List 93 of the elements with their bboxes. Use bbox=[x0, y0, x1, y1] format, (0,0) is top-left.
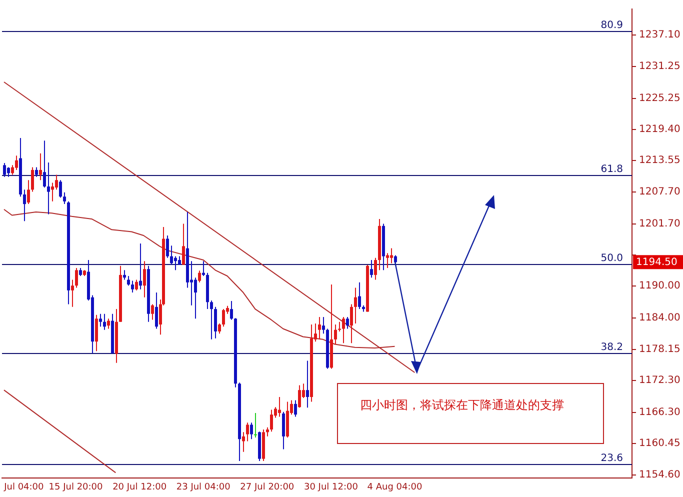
candlestick bbox=[334, 324, 337, 345]
text: 1194.50 bbox=[636, 257, 678, 268]
candlestick bbox=[35, 166, 38, 178]
x-tick-label: Jul 04:00 bbox=[3, 482, 44, 493]
candlestick bbox=[59, 180, 62, 198]
candlestick bbox=[103, 313, 106, 330]
y-tick-label: 1225.25 bbox=[639, 92, 680, 104]
candlestick bbox=[270, 409, 273, 432]
candlestick bbox=[354, 287, 357, 324]
candlestick bbox=[11, 164, 14, 176]
candlestick bbox=[194, 277, 197, 320]
candlestick bbox=[23, 189, 26, 222]
y-tick-label: 1160.45 bbox=[639, 438, 680, 450]
candlestick bbox=[51, 182, 54, 202]
candlestick bbox=[250, 422, 253, 440]
candlestick bbox=[246, 422, 249, 442]
candlestick bbox=[135, 279, 138, 291]
candlestick bbox=[282, 411, 285, 450]
candlestick bbox=[182, 223, 185, 266]
candlestick bbox=[155, 292, 158, 330]
candlestick bbox=[131, 280, 134, 294]
candlestick bbox=[174, 256, 177, 271]
candlestick bbox=[99, 313, 102, 328]
annotation: 80.9 bbox=[600, 20, 623, 32]
y-tick-label: 1184.00 bbox=[639, 312, 680, 324]
candlestick bbox=[202, 260, 205, 277]
candlestick bbox=[370, 260, 373, 278]
candlestick bbox=[31, 166, 34, 192]
candlestick bbox=[27, 180, 30, 205]
y-tick-label: 1172.30 bbox=[639, 375, 680, 386]
y-tick-label: 1178.15 bbox=[639, 344, 680, 355]
x-tick-label: 4 Aug 04:00 bbox=[367, 482, 423, 493]
candlestick bbox=[242, 432, 245, 452]
candlestick bbox=[7, 166, 10, 178]
candlestick bbox=[3, 162, 6, 178]
candlestick bbox=[298, 384, 301, 408]
x-tick-label: 30 Jul 12:00 bbox=[304, 482, 358, 493]
candlestick bbox=[127, 276, 130, 286]
candlestick bbox=[143, 260, 146, 298]
candlestick bbox=[166, 235, 169, 258]
annotation: 61.8 bbox=[600, 164, 623, 176]
y-tick-label: 1201.70 bbox=[639, 218, 680, 230]
candlestick bbox=[318, 316, 321, 340]
x-tick-label: 15 Jul 20:00 bbox=[48, 482, 104, 493]
y-tick-label: 1231.25 bbox=[639, 60, 680, 72]
candlestick bbox=[338, 321, 341, 332]
candlestick bbox=[15, 155, 18, 170]
y-tick-label: 1207.70 bbox=[639, 186, 680, 198]
y-tick-label: 1166.30 bbox=[639, 407, 680, 418]
candlestick bbox=[386, 252, 389, 269]
annotation: 50.0 bbox=[600, 253, 623, 264]
candlestick bbox=[294, 400, 297, 418]
candlestick bbox=[63, 192, 66, 205]
candlestick bbox=[358, 282, 361, 310]
annotation: 四小时图，将试探在下降通道处的支撑 bbox=[337, 383, 604, 444]
candlestick bbox=[151, 304, 154, 320]
candlestick bbox=[47, 162, 50, 215]
candlestick bbox=[306, 360, 309, 408]
candlestick bbox=[43, 140, 46, 188]
candlestick bbox=[390, 248, 393, 264]
x-tick-label: 23 Jul 04:00 bbox=[176, 482, 231, 493]
y-tick-label: 1154.60 bbox=[639, 469, 680, 480]
candlestick bbox=[75, 268, 78, 288]
candlestick bbox=[139, 243, 142, 290]
candlestick bbox=[322, 316, 325, 334]
y-tick-label: 1219.40 bbox=[639, 124, 680, 136]
candlestick bbox=[230, 300, 233, 320]
candlestick bbox=[350, 304, 353, 344]
candlestick bbox=[123, 270, 126, 280]
annotation: 38.2 bbox=[600, 342, 623, 354]
x-tick-label: 20 Jul 12:00 bbox=[112, 482, 167, 493]
candlestick bbox=[218, 322, 221, 334]
candlestick bbox=[342, 316, 345, 344]
candlestick bbox=[266, 426, 269, 437]
candlestick bbox=[95, 314, 98, 352]
candlestick bbox=[254, 412, 257, 438]
candlestick bbox=[71, 279, 74, 308]
candlestick bbox=[214, 306, 217, 339]
candlestick bbox=[107, 318, 110, 330]
candlestick bbox=[55, 174, 58, 190]
candlestick bbox=[198, 270, 201, 283]
candlestick bbox=[278, 396, 281, 418]
candlestick bbox=[170, 245, 173, 266]
candlestick bbox=[346, 316, 349, 330]
candlestick bbox=[39, 152, 42, 181]
y-tick-label: 1213.55 bbox=[639, 155, 680, 166]
x-tick-label: 27 Jul 20:00 bbox=[240, 482, 294, 493]
annotation: 23.6 bbox=[600, 453, 623, 464]
y-tick-label: 1237.10 bbox=[639, 30, 680, 41]
candlestick bbox=[222, 308, 225, 328]
candlestick bbox=[374, 257, 377, 280]
y-tick-label: 1190.00 bbox=[639, 280, 680, 292]
candlestick bbox=[210, 300, 213, 340]
